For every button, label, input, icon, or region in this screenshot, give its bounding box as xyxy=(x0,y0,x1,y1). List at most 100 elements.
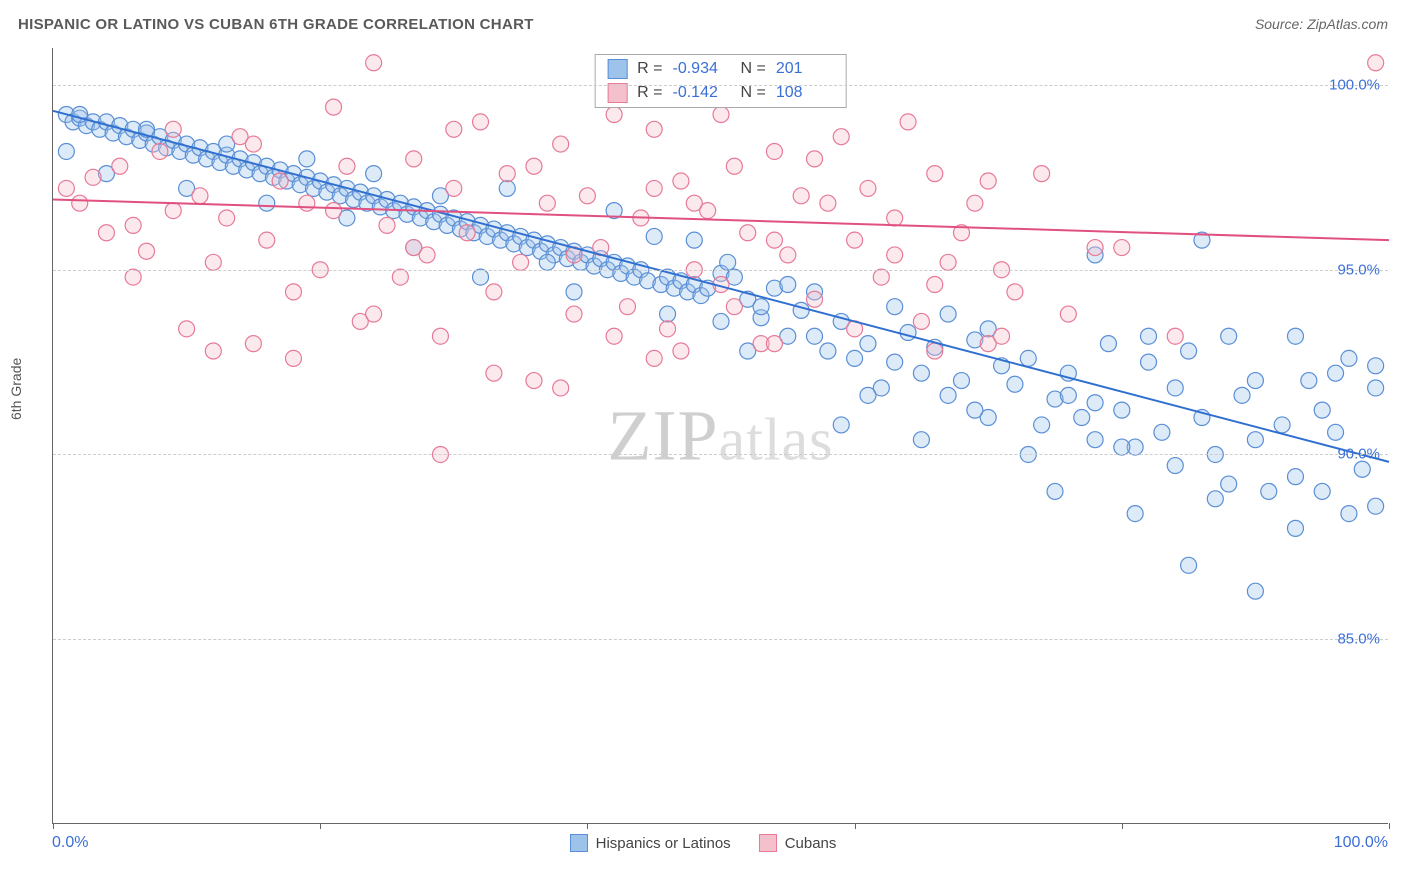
data-point xyxy=(85,169,101,185)
data-point xyxy=(553,380,569,396)
data-point xyxy=(285,284,301,300)
data-point xyxy=(259,232,275,248)
data-point xyxy=(1060,306,1076,322)
data-point xyxy=(940,306,956,322)
data-point xyxy=(1114,240,1130,256)
data-point xyxy=(940,254,956,270)
data-point xyxy=(125,269,141,285)
data-point xyxy=(513,254,529,270)
data-point xyxy=(766,336,782,352)
data-point xyxy=(913,432,929,448)
data-point xyxy=(1114,402,1130,418)
data-point xyxy=(366,166,382,182)
data-point xyxy=(660,306,676,322)
legend-item: Hispanics or Latinos xyxy=(570,834,731,852)
data-point xyxy=(740,225,756,241)
source-credit: Source: ZipAtlas.com xyxy=(1255,16,1388,32)
data-point xyxy=(326,203,342,219)
legend-swatch xyxy=(759,834,777,852)
stat-r-label: R = xyxy=(637,84,662,102)
data-point xyxy=(473,114,489,130)
data-point xyxy=(58,143,74,159)
data-point xyxy=(980,173,996,189)
data-point xyxy=(219,210,235,226)
data-point xyxy=(499,166,515,182)
data-point xyxy=(860,180,876,196)
data-point xyxy=(873,269,889,285)
data-point xyxy=(1087,240,1103,256)
data-point xyxy=(245,336,261,352)
data-point xyxy=(553,136,569,152)
y-axis-label: 6th Grade xyxy=(8,358,24,420)
data-point xyxy=(1274,417,1290,433)
stat-n-value: 108 xyxy=(776,84,834,102)
data-point xyxy=(940,387,956,403)
data-point xyxy=(1247,373,1263,389)
data-point xyxy=(753,299,769,315)
data-point xyxy=(673,343,689,359)
data-point xyxy=(112,158,128,174)
data-point xyxy=(1154,424,1170,440)
data-point xyxy=(913,313,929,329)
stat-n-value: 201 xyxy=(776,60,834,78)
data-point xyxy=(1368,380,1384,396)
data-point xyxy=(1287,328,1303,344)
data-point xyxy=(646,180,662,196)
x-tick xyxy=(1122,823,1123,829)
data-point xyxy=(927,166,943,182)
stat-r-value: -0.934 xyxy=(673,60,731,78)
data-point xyxy=(606,107,622,123)
data-point xyxy=(205,254,221,270)
data-point xyxy=(1060,387,1076,403)
stats-row: R =-0.934N =201 xyxy=(595,57,846,81)
data-point xyxy=(646,350,662,366)
data-point xyxy=(887,247,903,263)
source-name: ZipAtlas.com xyxy=(1307,16,1388,32)
stat-n-label: N = xyxy=(741,60,766,78)
legend-label: Cubans xyxy=(785,835,837,852)
data-point xyxy=(726,299,742,315)
data-point xyxy=(1341,506,1357,522)
grid-line xyxy=(53,639,1388,640)
data-point xyxy=(1301,373,1317,389)
legend-swatch xyxy=(607,59,627,79)
data-point xyxy=(366,55,382,71)
data-point xyxy=(1181,343,1197,359)
data-point xyxy=(1007,376,1023,392)
y-tick-label: 100.0% xyxy=(1329,76,1380,93)
data-point xyxy=(366,306,382,322)
data-point xyxy=(1287,520,1303,536)
data-point xyxy=(446,180,462,196)
data-point xyxy=(1328,365,1344,381)
data-point xyxy=(686,195,702,211)
x-tick xyxy=(53,823,54,829)
data-point xyxy=(1020,350,1036,366)
data-point xyxy=(1127,506,1143,522)
data-point xyxy=(299,195,315,211)
data-point xyxy=(927,343,943,359)
data-point xyxy=(406,151,422,167)
data-point xyxy=(406,240,422,256)
data-point xyxy=(1167,328,1183,344)
data-point xyxy=(1314,483,1330,499)
data-point xyxy=(927,276,943,292)
data-point xyxy=(72,195,88,211)
data-point xyxy=(720,254,736,270)
data-point xyxy=(646,121,662,137)
data-point xyxy=(1328,424,1344,440)
data-point xyxy=(1167,458,1183,474)
data-point xyxy=(125,217,141,233)
data-point xyxy=(807,151,823,167)
correlation-stats-box: R =-0.934N =201R =-0.142N =108 xyxy=(594,54,847,108)
data-point xyxy=(860,387,876,403)
data-point xyxy=(1314,402,1330,418)
data-point xyxy=(833,129,849,145)
data-point xyxy=(299,151,315,167)
data-point xyxy=(820,343,836,359)
data-point xyxy=(1261,483,1277,499)
data-point xyxy=(1247,583,1263,599)
data-point xyxy=(579,188,595,204)
data-point xyxy=(272,173,288,189)
chart-header: HISPANIC OR LATINO VS CUBAN 6TH GRADE CO… xyxy=(18,10,1388,38)
data-point xyxy=(833,417,849,433)
